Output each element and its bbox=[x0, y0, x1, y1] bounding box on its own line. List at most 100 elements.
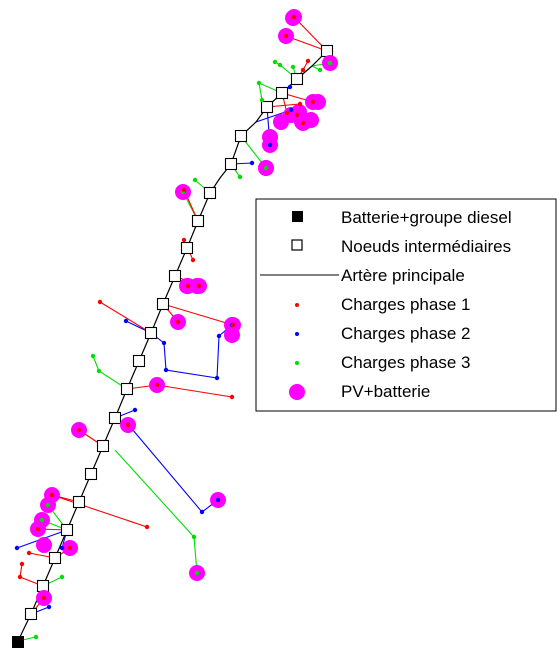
load-phase3 bbox=[327, 60, 333, 66]
load-phase3 bbox=[290, 64, 296, 70]
load-phase1 bbox=[190, 257, 196, 263]
load-phase2 bbox=[249, 160, 255, 166]
intermediate-node bbox=[144, 326, 158, 340]
load-phase1 bbox=[230, 322, 236, 328]
intermediate-nodes bbox=[12, 44, 334, 648]
intermediate-node bbox=[168, 269, 182, 283]
load-phase2 bbox=[267, 142, 273, 148]
load-phase3 bbox=[317, 67, 323, 73]
legend-marker-battery bbox=[292, 211, 303, 222]
load-phase1 bbox=[19, 561, 25, 567]
pv-battery bbox=[36, 537, 52, 553]
load-phase3 bbox=[33, 634, 39, 640]
legend-marker-pv bbox=[289, 384, 305, 400]
legend-marker-phase3 bbox=[295, 361, 299, 365]
battery-diesel-node bbox=[12, 636, 24, 648]
intermediate-node bbox=[120, 382, 134, 396]
legend-marker-phase1 bbox=[295, 303, 299, 307]
load-phase3 bbox=[237, 174, 243, 180]
pv-battery bbox=[303, 112, 319, 128]
load-phase3 bbox=[96, 368, 102, 374]
legend-label-phase2: Charges phase 2 bbox=[341, 324, 470, 343]
load-branch-phase1 bbox=[126, 384, 233, 398]
load-phase3 bbox=[194, 570, 200, 576]
legend-label-pv: PV+batterie bbox=[341, 382, 430, 401]
load-points bbox=[14, 14, 333, 640]
load-phase3 bbox=[256, 80, 262, 86]
intermediate-node bbox=[320, 44, 334, 58]
load-phase1 bbox=[49, 492, 55, 498]
load-phase1 bbox=[17, 574, 23, 580]
load-phase3 bbox=[259, 97, 265, 103]
intermediate-node bbox=[260, 100, 274, 114]
load-phase1 bbox=[229, 394, 235, 400]
load-phase3 bbox=[59, 574, 65, 580]
load-phase2 bbox=[14, 545, 20, 551]
load-branch-phase2 bbox=[150, 324, 233, 379]
intermediate-node bbox=[84, 467, 98, 481]
load-branch-phase1 bbox=[99, 301, 152, 334]
legend-label-phase3: Charges phase 3 bbox=[341, 353, 470, 372]
intermediate-node bbox=[203, 186, 217, 200]
load-phase3 bbox=[90, 353, 96, 359]
load-phase1 bbox=[175, 319, 181, 325]
load-phase3 bbox=[192, 177, 198, 183]
intermediate-node bbox=[224, 157, 238, 171]
load-phase1 bbox=[284, 110, 290, 116]
load-phase1 bbox=[300, 67, 306, 73]
load-phase1 bbox=[300, 120, 306, 126]
load-phase1 bbox=[310, 99, 316, 105]
pv-battery bbox=[262, 129, 278, 145]
load-phase1 bbox=[26, 550, 32, 556]
load-phase2 bbox=[288, 107, 294, 113]
load-phase1 bbox=[196, 283, 202, 289]
load-branch-phase3 bbox=[114, 449, 198, 574]
load-phase1 bbox=[154, 382, 160, 388]
load-phase1 bbox=[125, 422, 131, 428]
intermediate-node bbox=[96, 439, 110, 453]
load-phase1 bbox=[144, 524, 150, 530]
load-phase1 bbox=[76, 427, 82, 433]
legend: Batterie+groupe diesel Noeuds intermédia… bbox=[255, 198, 557, 412]
load-branch-phase1 bbox=[162, 303, 234, 326]
intermediate-node bbox=[132, 354, 146, 368]
intermediate-node bbox=[275, 86, 289, 100]
load-phase2 bbox=[287, 84, 293, 90]
load-phase1 bbox=[294, 112, 300, 118]
load-phase1 bbox=[181, 187, 187, 193]
load-phase1 bbox=[305, 58, 311, 64]
intermediate-node bbox=[24, 607, 38, 621]
intermediate-node bbox=[180, 241, 194, 255]
intermediate-node bbox=[234, 129, 248, 143]
intermediate-node bbox=[60, 523, 74, 537]
intermediate-node bbox=[36, 579, 50, 593]
intermediate-node bbox=[290, 72, 304, 86]
load-phase3 bbox=[39, 517, 45, 523]
intermediate-node bbox=[191, 214, 205, 228]
load-phase2 bbox=[123, 318, 129, 324]
load-phase2 bbox=[215, 497, 221, 503]
load-phase1 bbox=[181, 237, 187, 243]
load-phase1 bbox=[297, 101, 303, 107]
intermediate-node bbox=[72, 495, 86, 509]
load-phase1 bbox=[185, 283, 191, 289]
load-phase1 bbox=[41, 595, 47, 601]
legend-box bbox=[255, 198, 557, 412]
pv-battery bbox=[224, 327, 240, 343]
legend-label-battery: Batterie+groupe diesel bbox=[341, 208, 512, 227]
load-branch-phase1 bbox=[51, 494, 148, 528]
intermediate-node bbox=[156, 297, 170, 311]
load-phase3 bbox=[191, 534, 197, 540]
load-phase2 bbox=[199, 509, 205, 515]
legend-marker-phase2 bbox=[295, 332, 299, 336]
load-phase3 bbox=[263, 165, 269, 171]
load-phase2 bbox=[161, 340, 167, 346]
load-phase2 bbox=[59, 545, 65, 551]
load-phase3 bbox=[45, 502, 51, 508]
pv-battery bbox=[310, 94, 326, 110]
load-phase2 bbox=[46, 604, 52, 610]
legend-marker-node bbox=[291, 239, 303, 251]
load-phase2 bbox=[163, 367, 169, 373]
load-phase1 bbox=[283, 33, 289, 39]
